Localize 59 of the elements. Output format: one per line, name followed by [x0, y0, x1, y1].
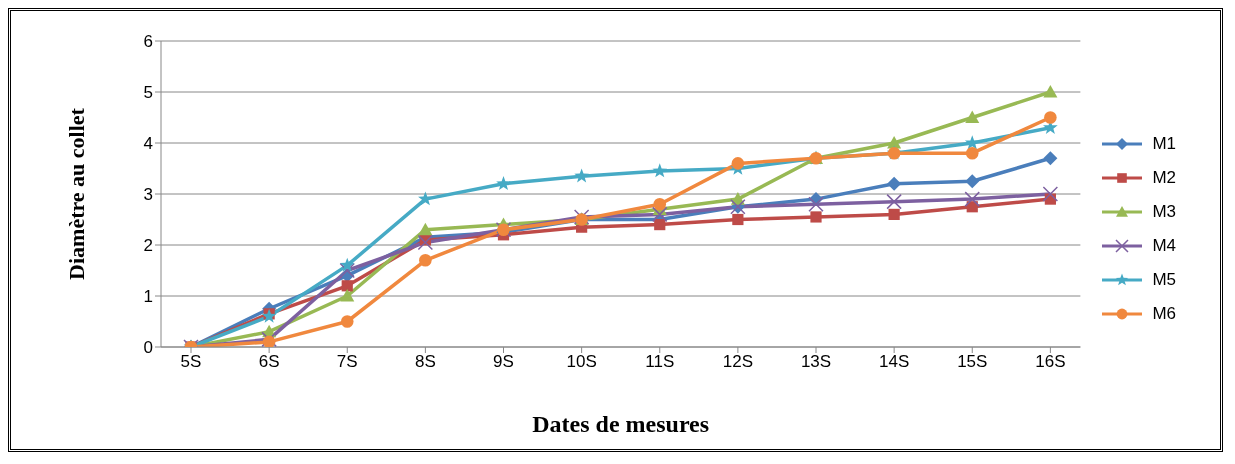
x-tick-label: 15S — [957, 352, 988, 372]
point — [965, 174, 980, 189]
x-tick-label: 14S — [879, 352, 910, 372]
point — [1044, 111, 1057, 124]
point — [418, 222, 433, 236]
point — [731, 157, 745, 170]
legend-label: M6 — [1152, 304, 1176, 324]
x-tick-label: 12S — [722, 352, 753, 372]
x-tick-label: 6S — [258, 352, 280, 372]
legend-label: M5 — [1152, 270, 1176, 290]
legend-label: M3 — [1152, 202, 1176, 222]
x-tick-label: 10S — [566, 352, 597, 372]
y-tick-label: 2 — [143, 236, 153, 256]
legend-label: M2 — [1152, 168, 1176, 188]
x-tick-label: 9S — [493, 352, 514, 372]
point — [262, 335, 276, 347]
y-tick-label: 3 — [143, 185, 153, 205]
point — [887, 176, 902, 191]
point — [1042, 186, 1059, 202]
y-tick-label: 4 — [143, 134, 153, 154]
point — [417, 234, 434, 251]
point — [652, 206, 668, 223]
point — [496, 176, 511, 191]
point — [654, 219, 666, 231]
point — [339, 257, 355, 272]
x-tick-label: 5S — [180, 352, 202, 372]
y-tick-label: 6 — [143, 32, 153, 52]
x-tick-label: 13S — [800, 352, 832, 372]
point — [653, 197, 667, 211]
point — [732, 213, 744, 226]
x-tick-label: 8S — [414, 352, 436, 372]
point — [886, 193, 902, 210]
point — [965, 110, 980, 124]
x-tick-label: 7S — [336, 352, 358, 372]
point — [810, 211, 822, 223]
point — [418, 191, 433, 206]
point — [574, 168, 589, 183]
point — [1043, 151, 1058, 166]
y-tick-label: 1 — [143, 287, 153, 307]
y-tick-label: 0 — [143, 338, 153, 358]
point — [964, 191, 980, 207]
point — [965, 146, 979, 160]
point — [1043, 85, 1058, 98]
point — [808, 196, 824, 212]
point — [340, 315, 354, 328]
y-tick-label: 5 — [143, 83, 153, 103]
point — [419, 254, 432, 267]
legend-label: M1 — [1152, 134, 1176, 154]
point — [652, 163, 668, 178]
point — [341, 280, 353, 292]
legend-label: M4 — [1152, 236, 1176, 256]
x-axis-title: Dates de mesures — [532, 411, 710, 437]
point — [339, 262, 355, 279]
x-tick-label: 16S — [1035, 352, 1066, 372]
y-axis-title: Diamètre au collet — [63, 107, 89, 280]
x-tick-label: 11S — [645, 352, 675, 372]
point — [964, 135, 980, 150]
point — [888, 208, 900, 220]
point — [340, 289, 355, 302]
